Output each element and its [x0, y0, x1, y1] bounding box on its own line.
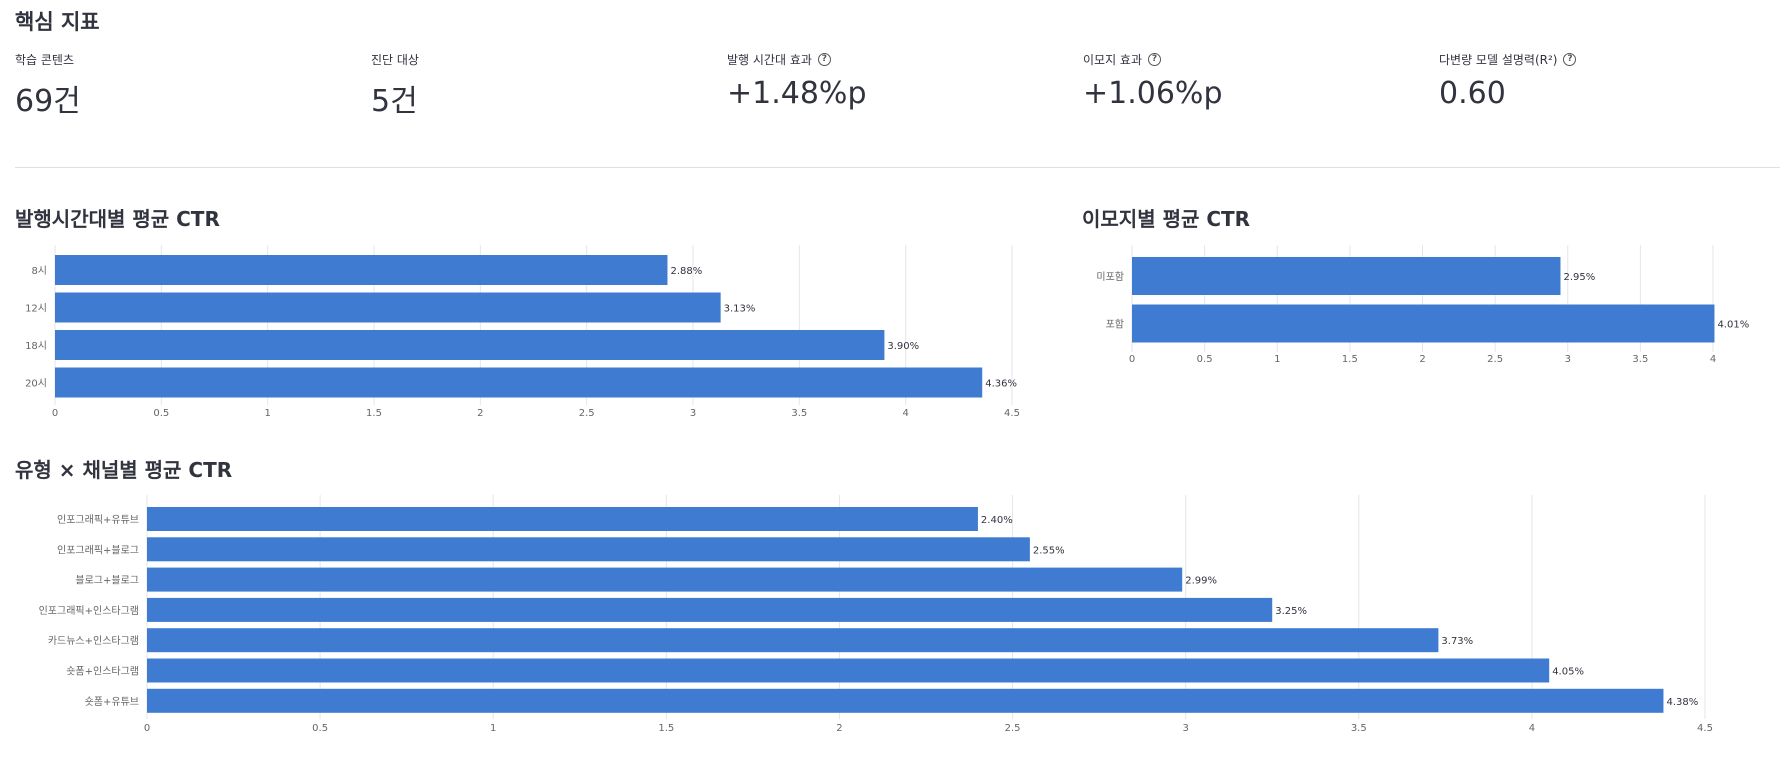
x-tick-label: 3.5 — [1351, 723, 1367, 734]
category-label: 8시 — [31, 265, 47, 277]
bar — [147, 688, 1664, 713]
metric-label-text: 다변량 모델 설명력(R²) — [1439, 52, 1558, 67]
x-tick-label: 0 — [144, 723, 150, 734]
data-label: 4.01% — [1717, 320, 1749, 331]
bar — [147, 537, 1030, 562]
x-tick-label: 3.5 — [791, 408, 807, 419]
data-label: 4.38% — [1666, 697, 1698, 708]
data-label: 2.95% — [1563, 272, 1595, 283]
x-tick-label: 0 — [1129, 354, 1135, 365]
category-label: 카드뉴스+인스타그램 — [48, 635, 139, 647]
category-label: 숏폼+인스타그램 — [66, 666, 139, 678]
metric-label: 발행 시간대 효과 ? — [727, 50, 866, 68]
bar — [147, 628, 1439, 653]
metric-label-text: 진단 대상 — [371, 52, 419, 67]
question-circle-icon[interactable]: ? — [1148, 52, 1162, 66]
bar — [1132, 257, 1561, 295]
x-tick-label: 0.5 — [312, 723, 328, 734]
data-label: 3.13% — [724, 304, 756, 315]
x-tick-label: 0 — [52, 408, 58, 419]
x-tick-label: 1 — [490, 723, 496, 734]
bar — [55, 255, 668, 285]
x-tick-label: 4 — [902, 408, 908, 419]
metric-value: 5건 — [371, 84, 418, 119]
bar — [1132, 304, 1715, 343]
metric-time-effect: 발행 시간대 효과 ? +1.48%p — [727, 50, 866, 111]
x-tick-label: 1 — [264, 408, 270, 419]
chart-title-time: 발행시간대별 평균 CTR — [15, 207, 220, 231]
data-label: 4.05% — [1552, 667, 1584, 678]
x-tick-label: 4.5 — [1697, 723, 1713, 734]
chart-title-type-channel: 유형 × 채널별 평균 CTR — [15, 458, 233, 482]
category-label: 블로그+블로그 — [75, 575, 139, 587]
metric-value: +1.06%p — [1083, 76, 1223, 111]
x-tick-label: 1.5 — [366, 408, 382, 419]
metric-label: 이모지 효과 ? — [1083, 50, 1222, 68]
question-circle-icon[interactable]: ? — [817, 52, 831, 66]
x-tick-label: 0.5 — [153, 408, 169, 419]
category-label: 18시 — [25, 340, 47, 352]
metric-label-text: 학습 콘텐츠 — [15, 52, 75, 67]
metric-label: 다변량 모델 설명력(R²) ? — [1439, 50, 1577, 68]
metric-emoji-effect: 이모지 효과 ? +1.06%p — [1083, 50, 1222, 111]
x-tick-label: 2 — [836, 723, 842, 734]
data-label: 2.40% — [981, 515, 1013, 526]
x-tick-label: 4.5 — [1004, 408, 1020, 419]
metric-label: 학습 콘텐츠 — [15, 50, 81, 68]
type-channel-ctr-chart: 0 0.5 1 1.5 2 2.5 3 3.5 4 4.5 인포그래픽+유튜브 2.40% 인포그래픽+… — [39, 495, 1713, 734]
x-tick-label: 1 — [1274, 354, 1280, 365]
x-tick-label: 4 — [1710, 354, 1716, 365]
category-label: 인포그래픽+인스타그램 — [39, 605, 139, 617]
category-label: 포함 — [1106, 319, 1124, 331]
metric-value: 0.60 — [1439, 76, 1506, 111]
category-label: 인포그래픽+블로그 — [57, 544, 139, 556]
metric-value: +1.48%p — [727, 76, 867, 111]
chart-title-emoji: 이모지별 평균 CTR — [1082, 207, 1251, 231]
metric-model-r2: 다변량 모델 설명력(R²) ? 0.60 — [1439, 50, 1577, 111]
x-tick-label: 2 — [1419, 354, 1425, 365]
metric-learning-contents: 학습 콘텐츠 69건 — [15, 50, 81, 120]
category-label: 인포그래픽+유튜브 — [57, 514, 139, 526]
x-tick-label: 3 — [1565, 354, 1571, 365]
x-tick-label: 1.5 — [658, 723, 674, 734]
bar — [55, 330, 885, 360]
bar — [147, 597, 1273, 622]
x-tick-label: 3 — [1182, 723, 1188, 734]
bar — [55, 292, 721, 323]
data-label: 3.90% — [887, 341, 919, 352]
metric-label-text: 발행 시간대 효과 — [727, 52, 812, 67]
emoji-ctr-chart: 0 0.5 1 1.5 2 2.5 3 3.5 4 미포함 2.95% 포함 4.01% — [1096, 245, 1749, 365]
category-label: 숏폼+유튜브 — [85, 696, 139, 708]
bar — [55, 367, 983, 398]
x-tick-label: 2.5 — [1487, 354, 1503, 365]
x-tick-label: 4 — [1529, 723, 1535, 734]
bar — [147, 507, 978, 531]
time-ctr-chart: 0 0.5 1 1.5 2 2.5 3 3.5 4 4.5 8시 2.88% 12시 3.13% 18시 3.… — [25, 245, 1020, 419]
bar — [147, 658, 1550, 683]
data-label: 3.73% — [1441, 636, 1473, 647]
data-label: 3.25% — [1275, 606, 1307, 617]
x-tick-label: 3 — [690, 408, 696, 419]
x-tick-label: 1.5 — [1342, 354, 1358, 365]
question-circle-icon[interactable]: ? — [1563, 52, 1577, 66]
section-divider — [15, 167, 1780, 168]
data-label: 2.99% — [1185, 576, 1217, 587]
metric-diagnosis-targets: 진단 대상 5건 — [371, 50, 419, 120]
x-tick-label: 2.5 — [1005, 723, 1021, 734]
category-label: 20시 — [25, 378, 47, 390]
x-tick-label: 3.5 — [1632, 354, 1648, 365]
category-label: 미포함 — [1096, 271, 1124, 283]
data-label: 2.55% — [1033, 545, 1065, 556]
data-label: 4.36% — [985, 379, 1017, 390]
metric-label: 진단 대상 — [371, 50, 419, 68]
x-tick-label: 2 — [477, 408, 483, 419]
metric-label-text: 이모지 효과 — [1083, 52, 1143, 67]
x-tick-label: 2.5 — [579, 408, 595, 419]
data-label: 2.88% — [670, 266, 702, 277]
metrics-title: 핵심 지표 — [15, 10, 100, 34]
bar — [147, 567, 1183, 592]
metric-value: 69건 — [15, 84, 81, 119]
x-tick-label: 0.5 — [1197, 354, 1213, 365]
category-label: 12시 — [25, 303, 47, 315]
